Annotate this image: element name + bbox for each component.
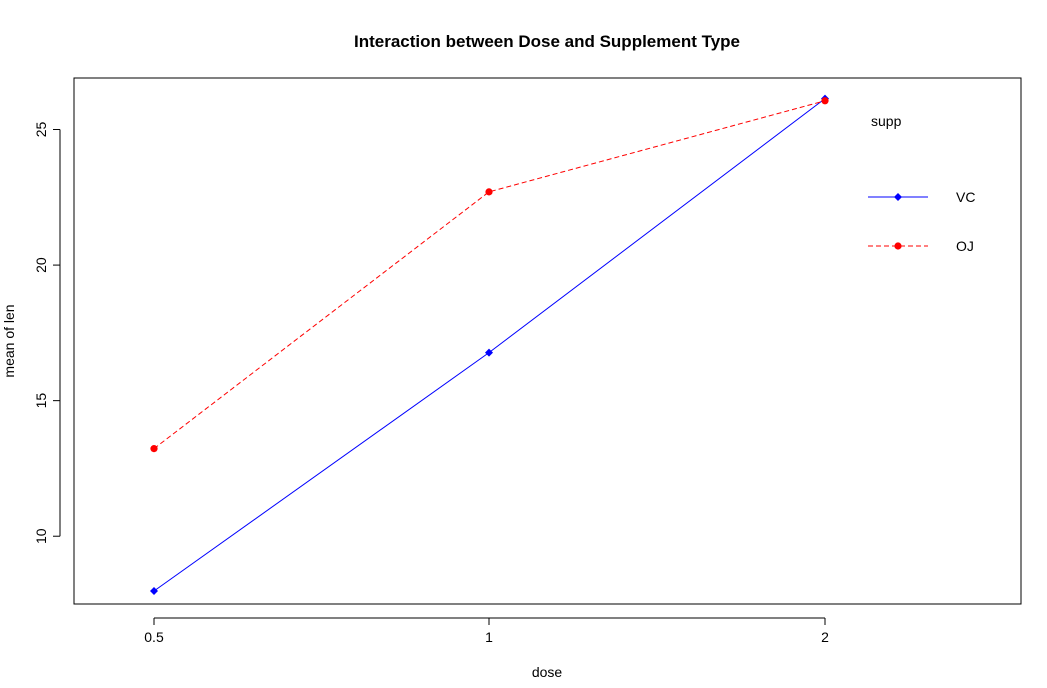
legend-label-vc: VC bbox=[956, 189, 975, 205]
series-layer bbox=[150, 94, 829, 595]
data-point-oj bbox=[150, 445, 158, 453]
x-tick-label: 0.5 bbox=[144, 629, 164, 645]
x-axis-label: dose bbox=[532, 664, 563, 680]
data-point-vc bbox=[485, 348, 493, 357]
series-vc bbox=[150, 94, 829, 595]
x-tick-label: 1 bbox=[485, 629, 493, 645]
legend-title: supp bbox=[871, 113, 902, 129]
y-tick-label: 20 bbox=[33, 257, 49, 273]
plot-frame bbox=[73, 77, 1022, 605]
data-point-oj bbox=[485, 188, 493, 196]
y-tick-label: 10 bbox=[33, 528, 49, 544]
x-axis: 0.5 1 2 bbox=[144, 617, 829, 645]
data-point-vc bbox=[150, 586, 158, 595]
data-point-oj bbox=[821, 97, 829, 105]
series-oj bbox=[150, 97, 829, 453]
x-tick-label: 2 bbox=[821, 629, 829, 645]
y-axis-label: mean of len bbox=[1, 304, 17, 377]
chart-title: Interaction between Dose and Supplement … bbox=[354, 32, 740, 51]
legend-marker-vc bbox=[894, 193, 902, 201]
series-line-vc bbox=[153, 98, 826, 592]
y-tick-label: 25 bbox=[33, 122, 49, 138]
y-tick-label: 15 bbox=[33, 393, 49, 409]
legend-label-oj: OJ bbox=[956, 238, 974, 254]
series-line-oj bbox=[153, 100, 826, 450]
y-axis: 10 15 20 25 bbox=[33, 122, 61, 544]
legend-marker-oj bbox=[894, 242, 902, 250]
legend: supp VC OJ bbox=[868, 113, 975, 254]
